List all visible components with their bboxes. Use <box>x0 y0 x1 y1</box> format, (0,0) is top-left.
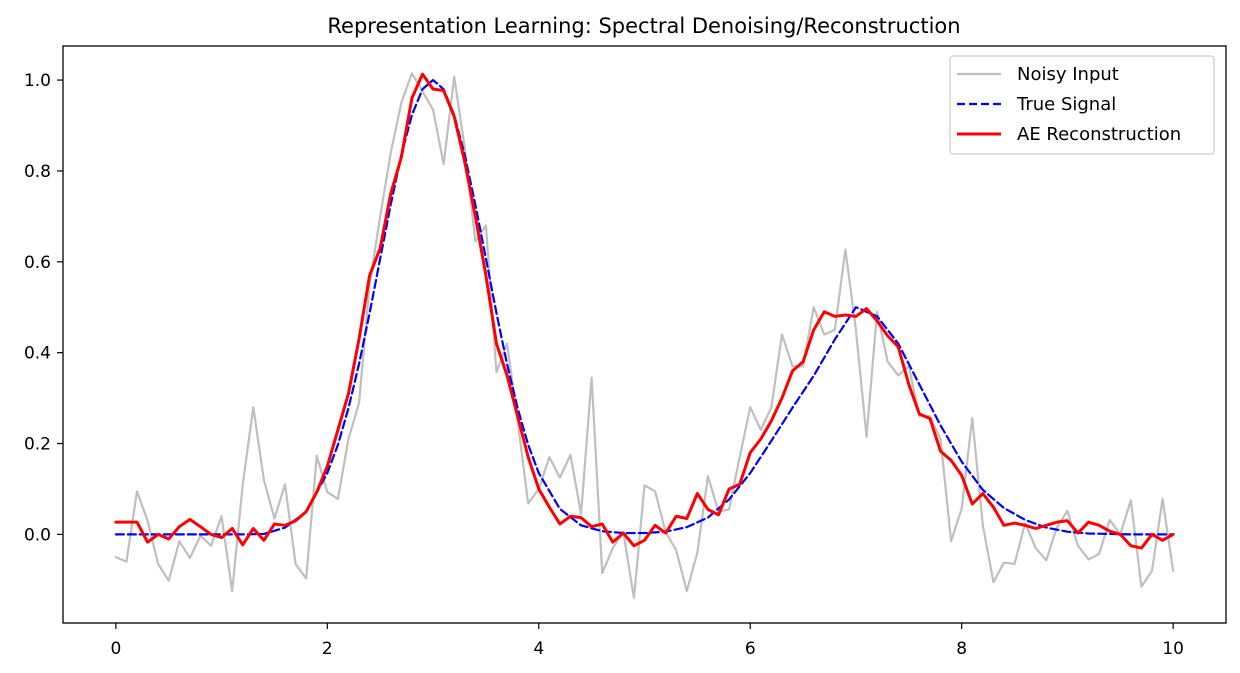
series-line-ae-reconstruction <box>114 72 1175 550</box>
x-tick-label: 4 <box>533 639 544 659</box>
series-line-noisy-input <box>114 72 1175 600</box>
legend-label-noisy-input: Noisy Input <box>1017 64 1119 85</box>
series-lines <box>114 72 1175 600</box>
y-tick-label: 1.0 <box>24 71 51 91</box>
x-axis: 0 2 4 6 8 10 <box>110 623 1184 659</box>
y-tick-label: 0.0 <box>24 525 51 545</box>
chart-title: Representation Learning: Spectral Denois… <box>327 14 960 38</box>
x-tick-label: 2 <box>322 639 333 659</box>
x-tick-label: 8 <box>956 639 967 659</box>
x-tick-label: 0 <box>110 639 121 659</box>
plot-area <box>62 45 1227 624</box>
y-tick-label: 0.6 <box>24 253 51 273</box>
legend-label-ae-reconstruction: AE Reconstruction <box>1017 124 1181 145</box>
legend-item-true-signal: True Signal <box>957 94 1116 115</box>
legend: Noisy Input True Signal AE Reconstructio… <box>949 55 1215 155</box>
x-tick-label: 10 <box>1162 639 1184 659</box>
legend-item-ae-reconstruction: AE Reconstruction <box>957 124 1181 145</box>
x-tick-label: 6 <box>745 639 756 659</box>
y-tick-label: 0.8 <box>24 162 51 182</box>
y-tick-label: 0.2 <box>24 435 51 455</box>
plot-frame <box>62 45 1227 624</box>
legend-item-noisy-input: Noisy Input <box>957 64 1119 85</box>
legend-label-true-signal: True Signal <box>1016 94 1116 115</box>
y-tick-label: 0.4 <box>24 344 51 364</box>
legend-box <box>949 55 1215 155</box>
series-line-true-signal <box>114 78 1175 536</box>
y-axis: 0.0 0.2 0.4 0.6 0.8 1.0 <box>24 71 63 545</box>
